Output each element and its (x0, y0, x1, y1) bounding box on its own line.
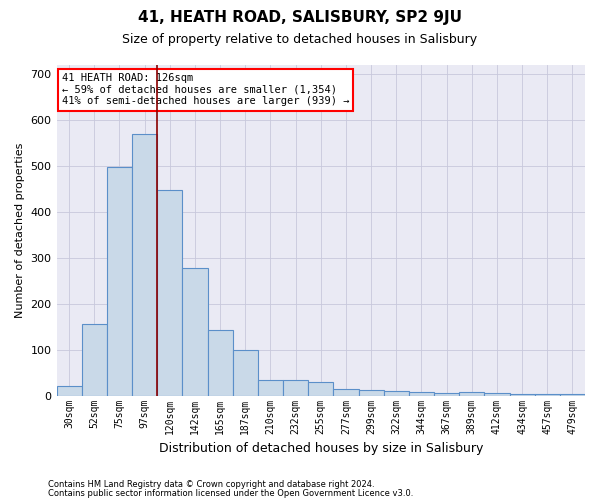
Text: 41 HEATH ROAD: 126sqm
← 59% of detached houses are smaller (1,354)
41% of semi-d: 41 HEATH ROAD: 126sqm ← 59% of detached … (62, 74, 349, 106)
Bar (107, 168, 132, 396)
Bar (459, 392, 484, 396)
Bar (334, 389, 359, 396)
Bar (82, 324, 107, 396)
X-axis label: Distribution of detached houses by size in Salisbury: Distribution of detached houses by size … (158, 442, 483, 455)
Bar (283, 380, 308, 396)
Bar (308, 382, 334, 396)
Bar (56, 386, 82, 396)
Bar (359, 390, 383, 396)
Text: 41, HEATH ROAD, SALISBURY, SP2 9JU: 41, HEATH ROAD, SALISBURY, SP2 9JU (138, 10, 462, 25)
Bar (182, 268, 208, 396)
Bar (233, 350, 258, 396)
Text: Contains HM Land Registry data © Crown copyright and database right 2024.: Contains HM Land Registry data © Crown c… (48, 480, 374, 489)
Bar (535, 394, 560, 396)
Bar (208, 330, 233, 396)
Bar (258, 380, 283, 396)
Bar (132, 134, 157, 396)
Bar (409, 392, 434, 396)
Text: Contains public sector information licensed under the Open Government Licence v3: Contains public sector information licen… (48, 489, 413, 498)
Bar (509, 394, 535, 396)
Bar (383, 391, 409, 396)
Y-axis label: Number of detached properties: Number of detached properties (15, 142, 25, 318)
Bar (434, 394, 459, 396)
Bar (484, 394, 509, 396)
Bar (157, 190, 182, 396)
Text: Size of property relative to detached houses in Salisbury: Size of property relative to detached ho… (122, 32, 478, 46)
Bar (560, 394, 585, 396)
